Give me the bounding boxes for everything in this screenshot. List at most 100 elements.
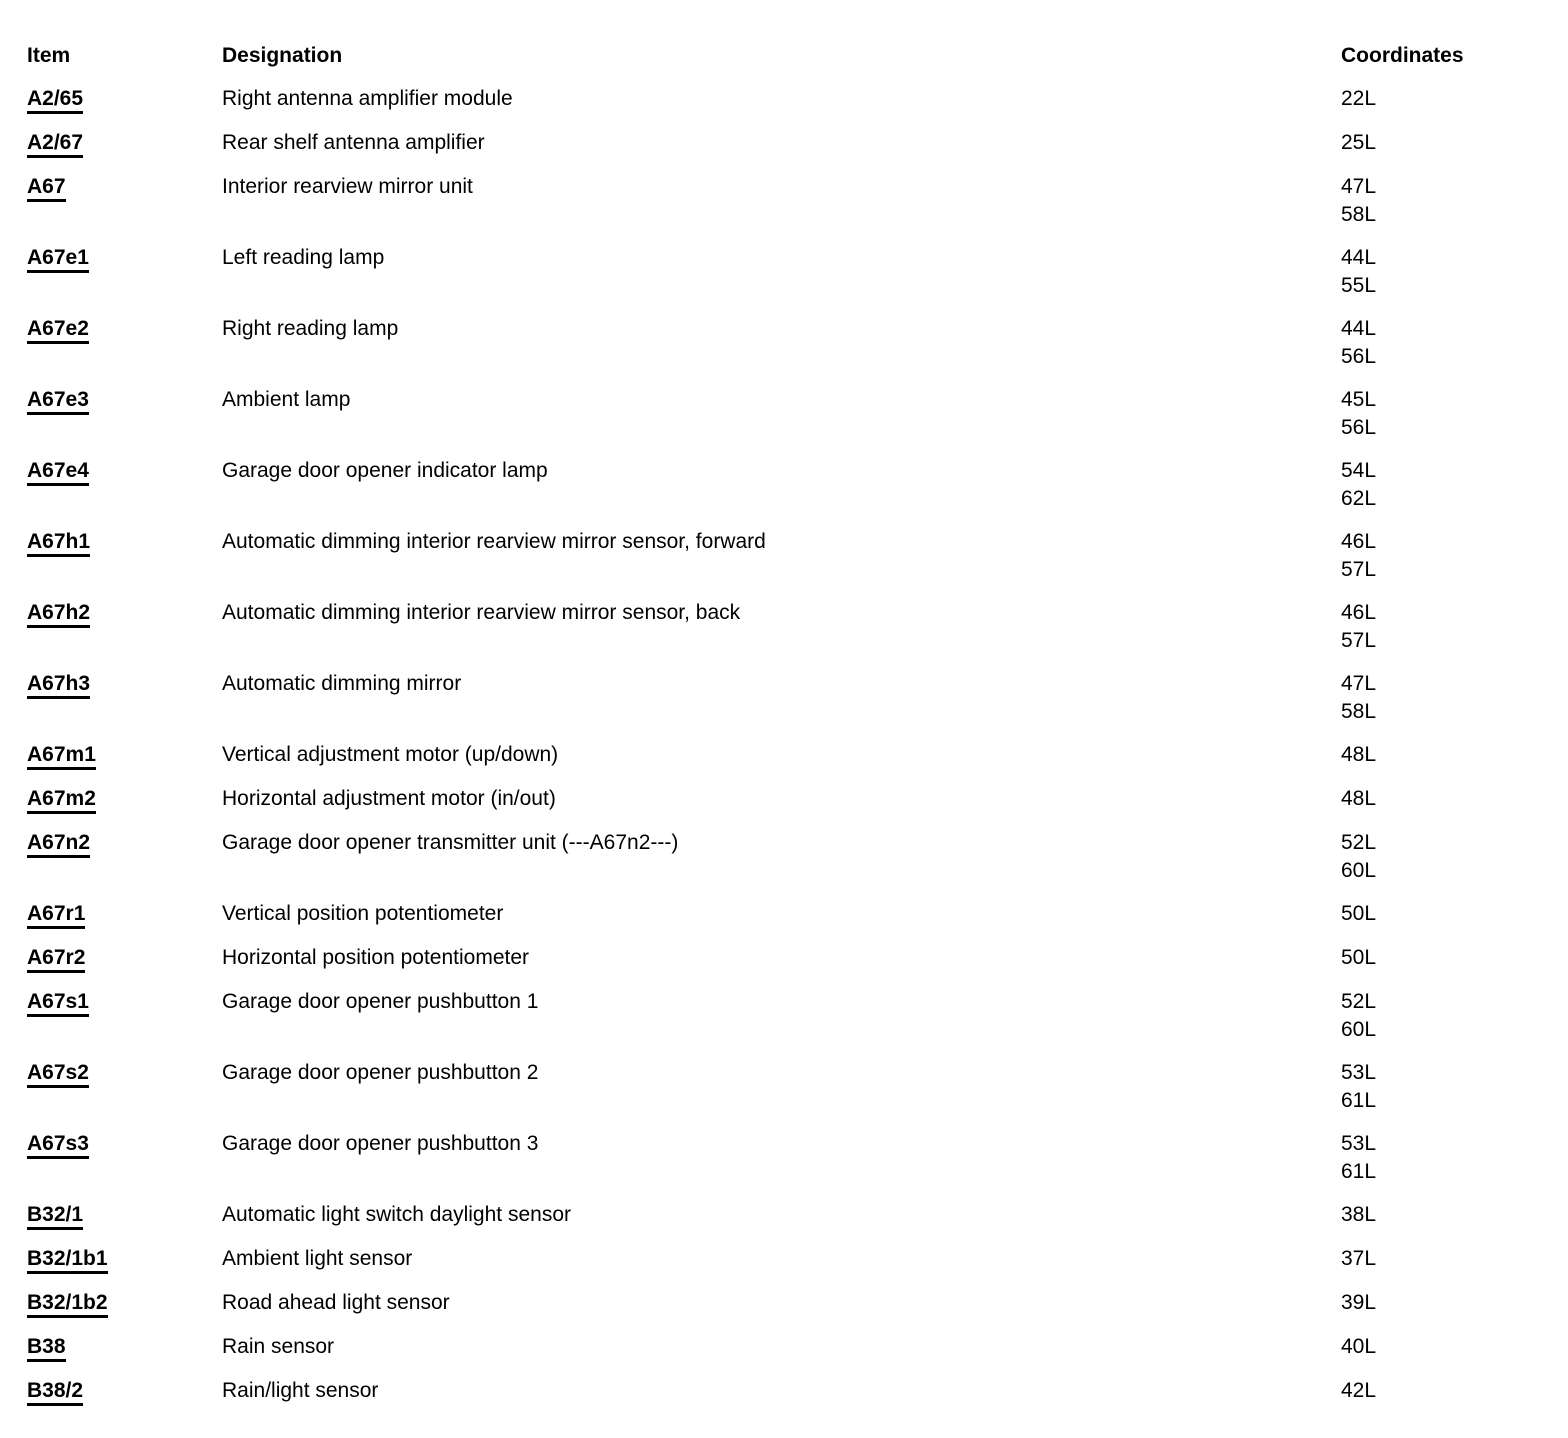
item-cell: A67h2 [27, 599, 222, 628]
coordinates-list: 47L 58L [1341, 173, 1568, 229]
designation-text: Horizontal position potentiometer [222, 946, 530, 969]
table-row: A67n2 Garage door opener transmitter uni… [27, 829, 1568, 885]
item-code-link[interactable]: A67 [27, 174, 66, 202]
coordinates-list: 25L [1341, 129, 1568, 157]
designation-text: Garage door opener pushbutton 3 [222, 1132, 539, 1155]
coordinates-list: 45L 56L [1341, 386, 1568, 442]
item-code-link[interactable]: A67e1 [27, 245, 89, 273]
coordinate-value: 48L [1341, 787, 1377, 810]
table-row: B32/1b1 Ambient light sensor 37L [27, 1245, 1568, 1274]
coordinates-list: 46L 57L [1341, 599, 1568, 655]
designation-text: Garage door opener pushbutton 2 [222, 1061, 539, 1084]
item-code-link[interactable]: A67h1 [27, 529, 91, 557]
designation-text: Garage door opener pushbutton 1 [222, 990, 539, 1013]
table-row: A2/67 Rear shelf antenna amplifier 25L [27, 129, 1568, 158]
designation-text: Vertical adjustment motor (up/down) [222, 743, 559, 766]
item-code-link[interactable]: A2/65 [27, 86, 84, 114]
item-cell: A2/67 [27, 129, 222, 158]
coordinate-value: 47L [1341, 175, 1377, 198]
coordinate-value: 47L [1341, 672, 1377, 695]
item-code-link[interactable]: A67r1 [27, 901, 86, 929]
table-row: A67h1 Automatic dimming interior rearvie… [27, 528, 1568, 584]
item-code-link[interactable]: A67e3 [27, 387, 89, 415]
coordinate-value: 62L [1341, 487, 1377, 510]
coordinates-list: 46L 57L [1341, 528, 1568, 584]
coordinates-list: 38L [1341, 1201, 1568, 1229]
item-cell: B38/2 [27, 1377, 222, 1406]
item-cell: A67m2 [27, 785, 222, 814]
item-cell: A67n2 [27, 829, 222, 858]
item-code-link[interactable]: A67m1 [27, 742, 96, 770]
coordinates-list: 53L 61L [1341, 1130, 1568, 1186]
designation-text: Ambient lamp [222, 388, 351, 411]
item-cell: B32/1b2 [27, 1289, 222, 1318]
coordinate-value: 38L [1341, 1203, 1377, 1226]
item-code-link[interactable]: A67s1 [27, 989, 89, 1017]
coordinates-list: 47L 58L [1341, 670, 1568, 726]
table-row: A67m2 Horizontal adjustment motor (in/ou… [27, 785, 1568, 814]
coordinates-list: 37L [1341, 1245, 1568, 1273]
item-code-link[interactable]: A2/67 [27, 130, 84, 158]
item-code-link[interactable]: A67h2 [27, 600, 91, 628]
coordinates-list: 22L [1341, 85, 1568, 113]
item-code-link[interactable]: B38/2 [27, 1378, 84, 1406]
coordinates-list: 44L 56L [1341, 315, 1568, 371]
coordinate-value: 48L [1341, 743, 1377, 766]
item-code-link[interactable]: A67h3 [27, 671, 91, 699]
item-cell: A67h1 [27, 528, 222, 557]
designation-text: Right reading lamp [222, 317, 399, 340]
coordinate-value: 44L [1341, 246, 1377, 269]
item-code-link[interactable]: A67e2 [27, 316, 89, 344]
designation-text: Left reading lamp [222, 246, 385, 269]
coordinate-value: 50L [1341, 946, 1377, 969]
designation-text: Automatic light switch daylight sensor [222, 1203, 571, 1226]
item-code-link[interactable]: A67s2 [27, 1060, 89, 1088]
designation-text: Automatic dimming interior rearview mirr… [222, 601, 741, 624]
item-code-link[interactable]: B32/1b2 [27, 1290, 108, 1318]
item-cell: B32/1b1 [27, 1245, 222, 1274]
coordinate-value: 54L [1341, 459, 1377, 482]
item-cell: B38 [27, 1333, 222, 1362]
table-row: A67m1 Vertical adjustment motor (up/down… [27, 741, 1568, 770]
designation-text: Automatic dimming mirror [222, 672, 462, 695]
coordinates-list: 48L [1341, 741, 1568, 769]
coordinate-value: 52L [1341, 831, 1377, 854]
coordinate-value: 40L [1341, 1335, 1377, 1358]
item-code-link[interactable]: A67n2 [27, 830, 91, 858]
coordinate-value: 61L [1341, 1089, 1377, 1112]
coordinates-list: 48L [1341, 785, 1568, 813]
item-code-link[interactable]: A67m2 [27, 786, 96, 814]
item-code-link[interactable]: A67s3 [27, 1131, 89, 1159]
coordinate-value: 60L [1341, 859, 1377, 882]
table-row: B32/1b2 Road ahead light sensor 39L [27, 1289, 1568, 1318]
item-cell: A67e2 [27, 315, 222, 344]
table-row: A67 Interior rearview mirror unit 47L 58L [27, 173, 1568, 229]
item-cell: A67h3 [27, 670, 222, 699]
item-cell: A67r1 [27, 900, 222, 929]
item-code-link[interactable]: B32/1 [27, 1202, 84, 1230]
item-cell: A67m1 [27, 741, 222, 770]
table-row: A2/65 Right antenna amplifier module 22L [27, 85, 1568, 114]
table-row: A67h2 Automatic dimming interior rearvie… [27, 599, 1568, 655]
item-cell: A67s3 [27, 1130, 222, 1159]
item-cell: A67e3 [27, 386, 222, 415]
coordinate-value: 53L [1341, 1061, 1377, 1084]
coordinate-value: 61L [1341, 1160, 1377, 1183]
item-cell: A67 [27, 173, 222, 202]
coordinates-list: 42L [1341, 1377, 1568, 1405]
designation-text: Garage door opener transmitter unit (---… [222, 831, 679, 854]
coordinate-value: 22L [1341, 87, 1377, 110]
table-row: B38/2 Rain/light sensor 42L [27, 1377, 1568, 1406]
item-cell: A67s1 [27, 988, 222, 1017]
coordinates-list: 50L [1341, 944, 1568, 972]
table-row: A67e2 Right reading lamp 44L 56L [27, 315, 1568, 371]
designation-text: Ambient light sensor [222, 1247, 413, 1270]
coordinates-list: 39L [1341, 1289, 1568, 1317]
item-code-link[interactable]: B38 [27, 1334, 66, 1362]
item-code-link[interactable]: A67r2 [27, 945, 86, 973]
item-code-link[interactable]: B32/1b1 [27, 1246, 108, 1274]
item-code-link[interactable]: A67e4 [27, 458, 89, 486]
item-cell: A67r2 [27, 944, 222, 973]
coordinate-value: 57L [1341, 629, 1377, 652]
item-cell: B32/1 [27, 1201, 222, 1230]
